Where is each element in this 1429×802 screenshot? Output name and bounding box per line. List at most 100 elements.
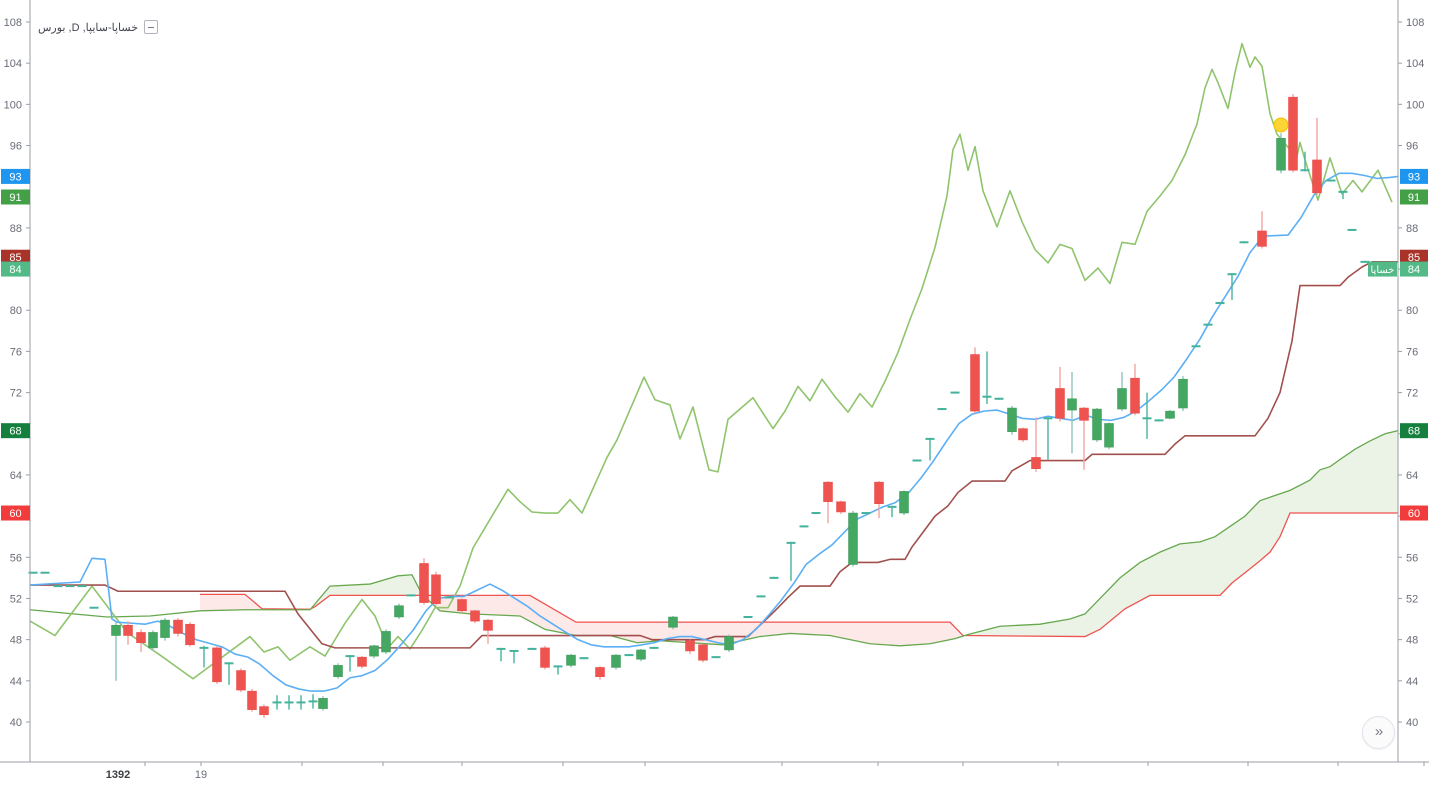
down-candle <box>874 481 884 505</box>
down-candle <box>236 670 246 691</box>
down-candle <box>1130 377 1140 414</box>
down-candle <box>419 563 429 603</box>
down-candle <box>1031 457 1041 470</box>
up-candle <box>160 619 170 638</box>
down-candle <box>685 640 695 652</box>
down-candle <box>457 599 467 612</box>
price-badge-68[interactable] <box>1 423 30 439</box>
price-badge-value: 68 <box>9 426 21 438</box>
price-badge-value: 60 <box>1408 508 1420 520</box>
down-candle <box>470 610 480 622</box>
down-candle <box>123 624 133 636</box>
cloud-green-area <box>310 574 424 609</box>
up-candle <box>1067 398 1077 411</box>
minus-icon <box>148 26 155 28</box>
down-candle <box>1312 159 1322 194</box>
price-badge-value: 85 <box>9 252 21 264</box>
down-candle <box>431 574 441 604</box>
y-axis-label: 44 <box>10 676 22 688</box>
price-badge-93[interactable] <box>1 168 30 184</box>
down-candle <box>212 647 222 683</box>
up-candle <box>1178 378 1188 409</box>
y-axis-label: 88 <box>10 223 22 235</box>
y-axis-label: 80 <box>10 305 22 317</box>
y-axis-label: 88 <box>1406 223 1418 235</box>
up-candle <box>148 632 158 649</box>
y-axis-label: 76 <box>1406 346 1418 358</box>
price-badges[interactable]: 85 85 93 93 91 91 84 84 خساپا 68 68 60 60 <box>1 168 1428 521</box>
price-badge-93[interactable] <box>1400 168 1428 184</box>
price-badge-91[interactable] <box>1 189 30 205</box>
symbol-price-label-text: خساپا <box>1371 265 1395 276</box>
up-candle <box>318 698 328 709</box>
up-candle <box>1092 408 1102 441</box>
y-axis-label: 96 <box>10 141 22 153</box>
up-candle <box>1165 410 1175 419</box>
y-axis-label: 56 <box>10 552 22 564</box>
down-candle <box>595 667 605 677</box>
price-badge-value: 93 <box>9 171 21 183</box>
y-axis-label: 104 <box>4 58 22 70</box>
up-candle <box>566 654 576 666</box>
price-badge-value: 68 <box>1408 426 1420 438</box>
y-axis-label: 76 <box>10 346 22 358</box>
x-axis-label: 19 <box>195 769 207 781</box>
y-axis-label: 104 <box>1406 58 1424 70</box>
price-badge-60[interactable] <box>1 505 30 521</box>
down-candle <box>185 623 195 646</box>
down-candle <box>259 706 269 716</box>
senkou-a-line <box>200 512 1398 638</box>
up-candle <box>381 631 391 653</box>
price-badge-value: 84 <box>9 264 21 276</box>
down-candle <box>698 644 708 661</box>
down-candle <box>1257 230 1267 247</box>
price-badge-value: 60 <box>9 508 21 520</box>
y-axis-label: 52 <box>1406 593 1418 605</box>
up-candle <box>1117 388 1127 410</box>
up-candle <box>636 649 646 660</box>
event-marker-dot[interactable] <box>1273 117 1289 133</box>
price-badge-value: 84 <box>1408 264 1420 276</box>
senkou-b-line <box>29 430 1399 647</box>
cloud-red-area <box>423 595 965 646</box>
up-candle <box>724 636 734 651</box>
scroll-to-realtime-button[interactable]: » <box>1362 716 1395 749</box>
down-candle <box>823 481 833 502</box>
y-axis-label: 100 <box>4 99 22 111</box>
price-badge-84[interactable] <box>1 261 30 277</box>
tenkan-line <box>29 172 1399 692</box>
price-badge-84[interactable] <box>1400 261 1428 277</box>
y-axis-label: 64 <box>1406 470 1418 482</box>
y-axis-label: 100 <box>1406 99 1424 111</box>
indicator-lines <box>29 42 1399 692</box>
price-badge-60[interactable] <box>1400 505 1428 521</box>
y-axis-label: 96 <box>1406 141 1418 153</box>
axes: 108 108 104 104 100 100 96 96 88 88 84 84 80 80 76 76 72… <box>0 0 1429 781</box>
up-candle <box>1007 407 1017 432</box>
up-candle <box>899 491 909 514</box>
down-candle <box>540 647 550 668</box>
y-axis-label: 48 <box>1406 635 1418 647</box>
up-candle <box>394 605 404 618</box>
legend-collapse-button[interactable] <box>144 20 159 34</box>
price-badge-85[interactable] <box>1400 249 1428 265</box>
ichimoku-cloud <box>29 430 1399 647</box>
y-axis-label: 40 <box>1406 717 1418 729</box>
x-axis-label: 1392 <box>106 769 130 781</box>
price-badge-68[interactable] <box>1400 423 1428 439</box>
y-axis-label: 44 <box>1406 676 1418 688</box>
chikou-line <box>29 42 1393 680</box>
y-axis-label: 56 <box>1406 552 1418 564</box>
up-candle <box>369 645 379 657</box>
price-badge-value: 85 <box>1408 252 1420 264</box>
up-candle <box>668 616 678 628</box>
legend-symbol-text: خساپا-سایپا, D, بورس <box>38 21 139 34</box>
price-badge-91[interactable] <box>1400 189 1428 205</box>
price-badge-85[interactable] <box>1 249 30 265</box>
chevrons-right-icon: » <box>1374 722 1383 740</box>
up-candle <box>1104 423 1114 448</box>
down-candle <box>173 619 183 634</box>
y-axis-label: 52 <box>10 593 22 605</box>
symbol-price-label <box>1368 261 1397 277</box>
